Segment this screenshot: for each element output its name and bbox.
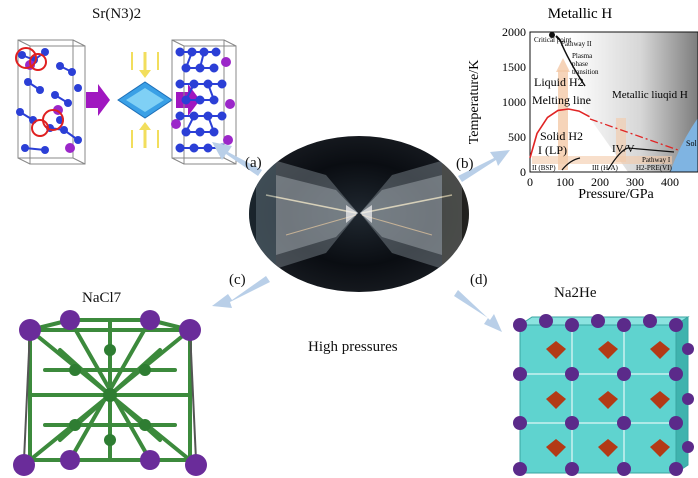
phase-diagram: Metallic H Critical — [467, 6, 698, 202]
label-phase-vi: H2-PRE(VI) — [636, 164, 672, 172]
y-tick-labels: 0 500 1000 1500 2000 — [502, 25, 526, 179]
tag-b: (b) — [456, 156, 474, 172]
panel-b: Metallic H Critical — [460, 0, 698, 205]
x-tick-label: 100 — [556, 175, 574, 189]
y-axis-label: Temperature/K — [467, 60, 482, 145]
pathway2-dashes — [555, 35, 561, 41]
left-transition-arrow — [86, 84, 110, 116]
label-transition: transition — [572, 68, 599, 76]
pressure-arrow-band — [558, 70, 568, 170]
label-pathway1: Pathway I — [642, 156, 671, 164]
panel-c-title: NaCl7 — [82, 290, 122, 306]
y-tick-label: 2000 — [502, 25, 526, 39]
label-pathway2: Pathway II — [561, 40, 592, 48]
tag-a: (a) — [245, 155, 262, 171]
sodium-spheres — [513, 314, 694, 476]
nacl7-structure — [13, 310, 207, 476]
label-iv-v: IV/V — [612, 143, 635, 155]
y-tick-label: 1000 — [502, 95, 526, 109]
tag-c: (c) — [229, 272, 246, 288]
label-plasma: Plasma — [572, 52, 593, 60]
compression-icon — [117, 52, 173, 148]
highlight-rings — [15, 47, 64, 137]
label-phase-i: I (LP) — [538, 143, 567, 157]
chart-title: Metallic H — [548, 6, 613, 22]
center-caption: High pressures — [308, 339, 398, 355]
label-phase-iii: III (H-A) — [592, 164, 619, 172]
label-liquid-h2: Liquid H2 — [534, 75, 584, 89]
helium-pyramids — [546, 341, 670, 457]
phase-boundary-2 — [607, 147, 629, 171]
axes-frame — [529, 31, 698, 173]
label-critical-point: Critical point — [534, 36, 571, 44]
y-tick-label: 500 — [508, 130, 526, 144]
grid-lines — [520, 325, 676, 473]
panel-a-title: Sr(N3)2 — [92, 6, 142, 22]
x-tick-labels: 0 100 200 300 400 — [527, 175, 679, 189]
critical-point — [549, 32, 555, 38]
center-panel: High pressures — [246, 135, 476, 365]
x-tick-label: 0 — [527, 175, 533, 189]
left-unit-cell — [17, 39, 86, 165]
x-tick-label: 300 — [626, 175, 644, 189]
plasma-boundary — [559, 39, 586, 87]
diamond-anvil-image — [249, 136, 469, 292]
sodium-atoms — [13, 310, 207, 476]
panel-d: Na2He — [490, 285, 698, 478]
metallic-region — [570, 32, 698, 172]
x-tick-label: 200 — [591, 175, 609, 189]
bottom-band — [532, 156, 672, 164]
y-tick-label: 1500 — [502, 60, 526, 74]
anvil-facets — [249, 136, 469, 292]
phase-boundary-3 — [627, 147, 675, 153]
tag-d: (d) — [470, 272, 488, 288]
panel-a: Sr(N3)2 — [0, 0, 250, 175]
sr-n3-2-structure — [15, 39, 237, 165]
plot-area — [529, 31, 698, 173]
label-metallic-liquid: Metallic liuqid H — [612, 89, 688, 101]
y-tick-label: 0 — [520, 165, 526, 179]
label-solid-mh: Sol MH — [686, 139, 698, 148]
na2he-structure — [513, 314, 694, 476]
phase-boundary-1 — [561, 157, 581, 171]
melting-line — [529, 108, 590, 159]
right-unit-cell — [171, 39, 237, 165]
x-axis-label: Pressure/GPa — [578, 187, 654, 202]
label-phase-ii: II (BSP) — [532, 164, 556, 172]
label-phase: phase — [572, 60, 588, 68]
chlorine-atoms — [69, 344, 151, 446]
solid-mh-region — [670, 118, 698, 172]
label-solid-h2: Solid H2 — [540, 129, 583, 143]
label-melting-line: Melting line — [532, 93, 591, 107]
panel-d-title: Na2He — [554, 285, 597, 301]
x-tick-label: 400 — [661, 175, 679, 189]
panel-c: NaCl7 — [0, 290, 240, 478]
cell-edges — [23, 329, 197, 461]
